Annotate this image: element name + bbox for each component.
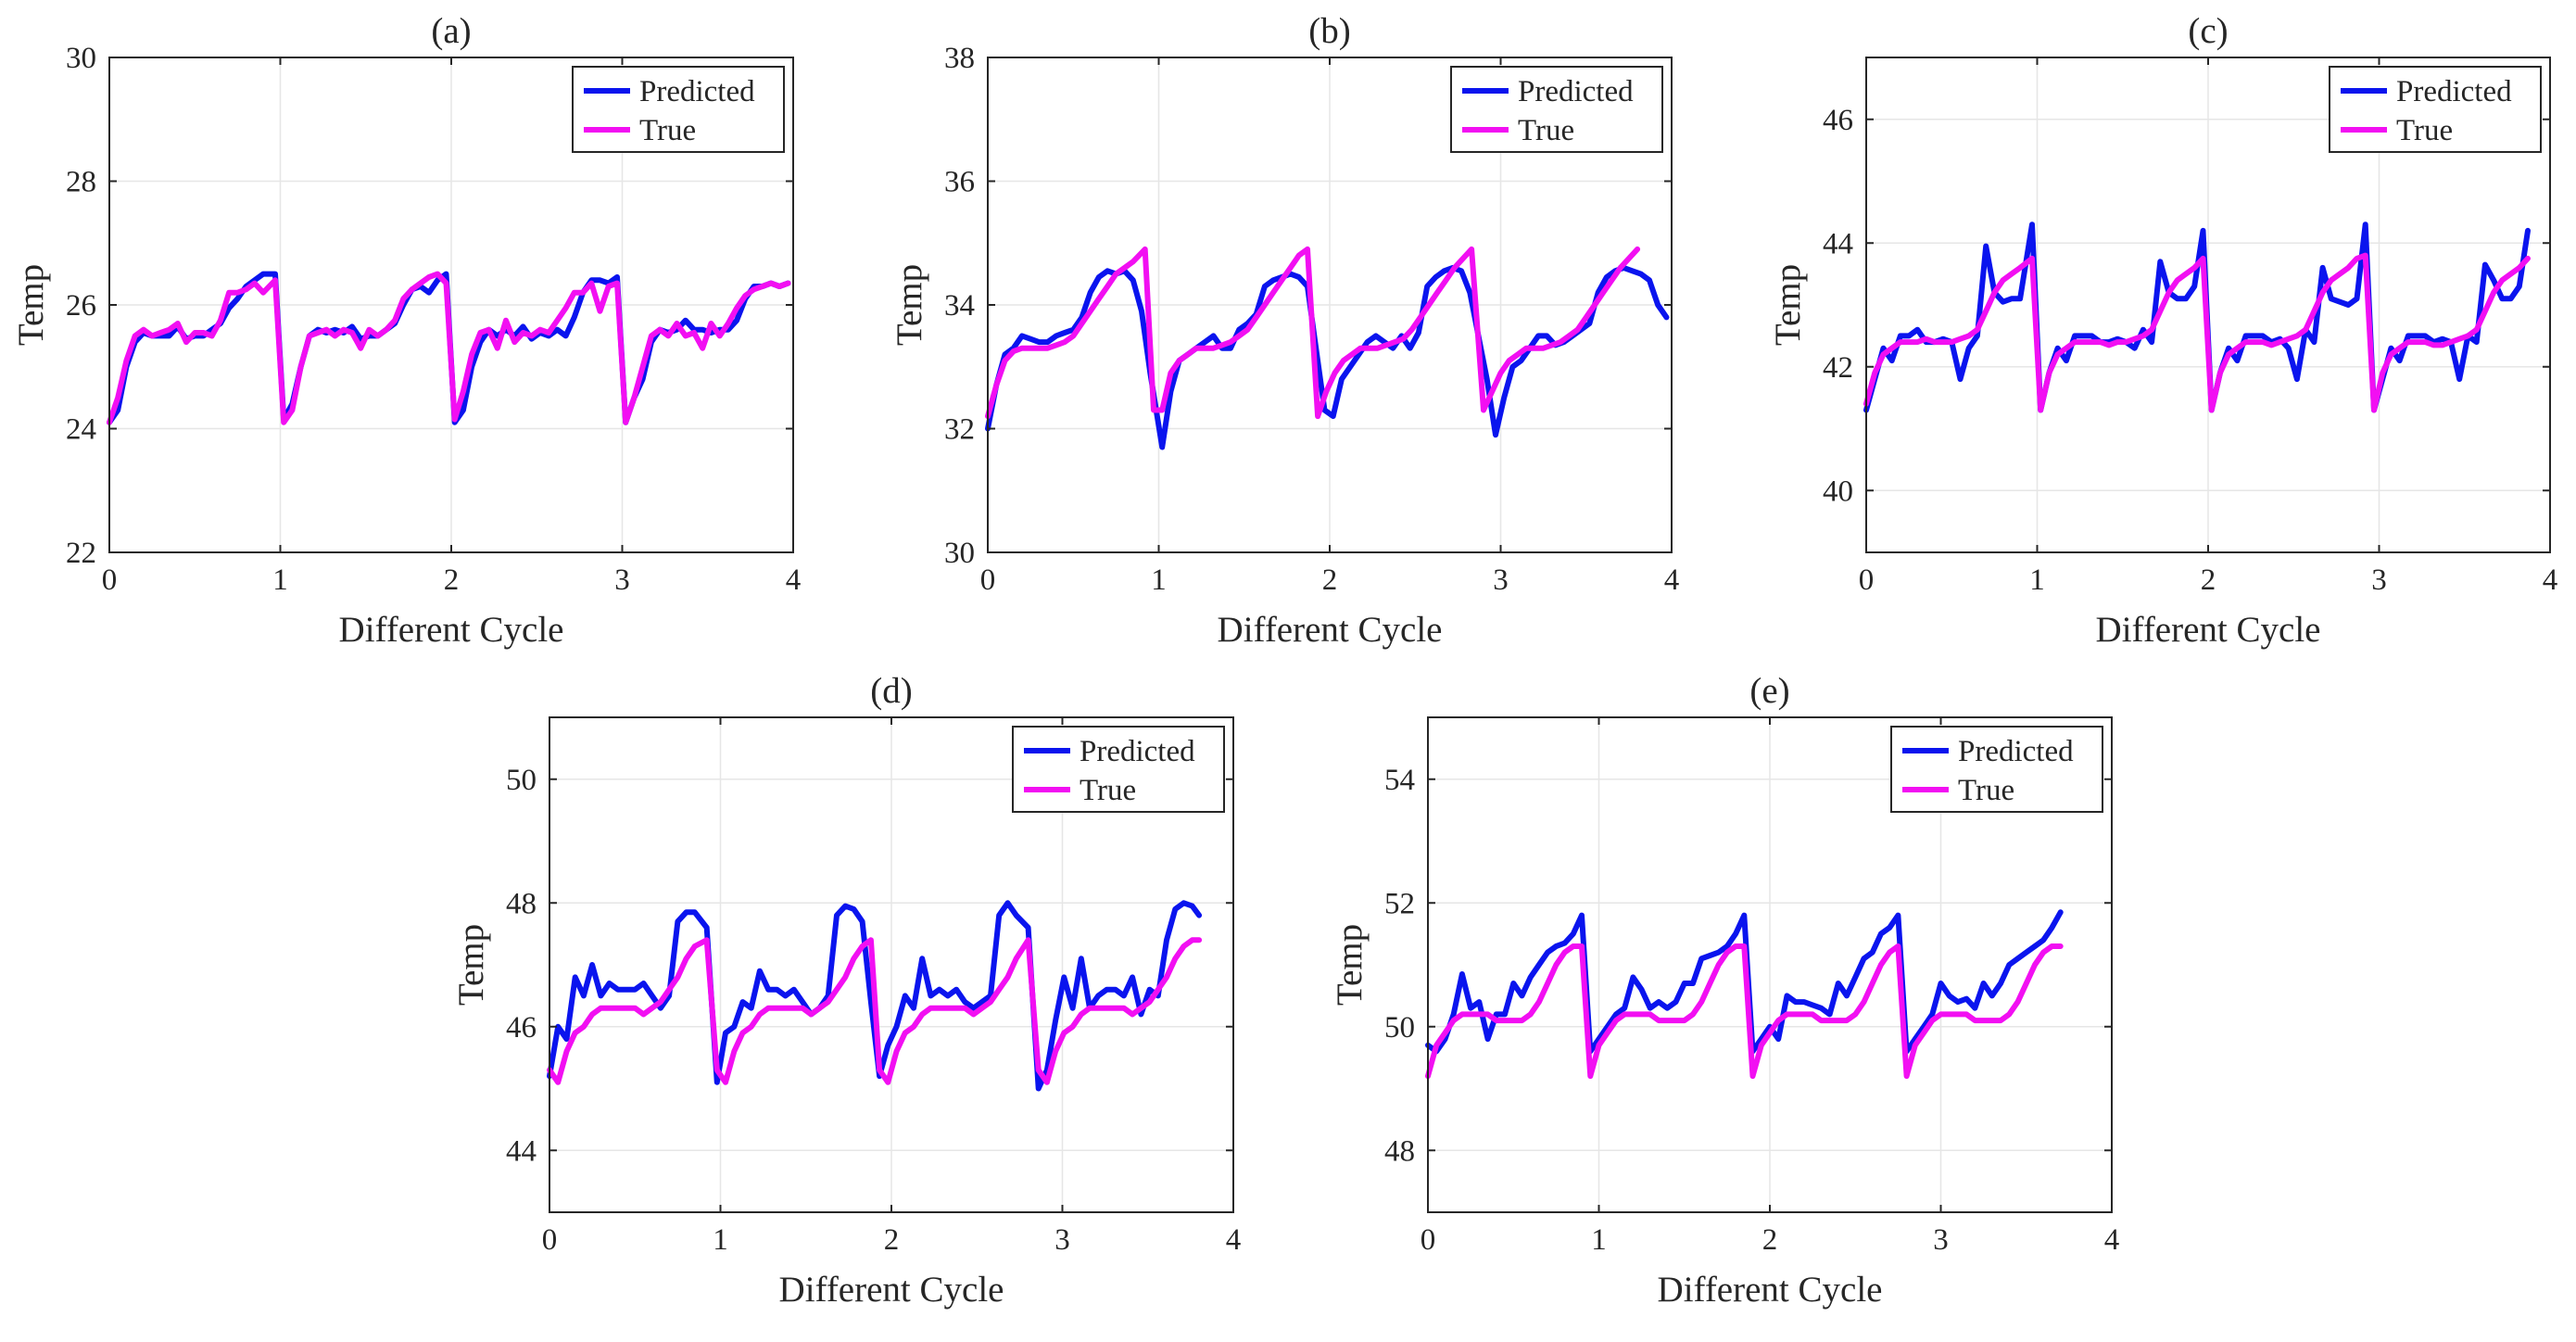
x-tick-label: 1	[272, 563, 288, 597]
y-tick-label: 50	[1384, 1011, 1415, 1044]
y-tick-label: 24	[66, 413, 96, 447]
x-tick-label: 1	[1151, 563, 1167, 597]
x-tick-label: 4	[1664, 563, 1680, 597]
y-tick-label: 48	[1384, 1134, 1415, 1168]
y-axis-label: Temp	[890, 264, 929, 346]
y-tick-label: 28	[66, 166, 96, 199]
true-series-line	[1863, 252, 2531, 413]
y-tick-label: 22	[66, 537, 96, 570]
y-tick-label: 40	[1823, 475, 1853, 508]
y-axis-label: Temp	[11, 264, 51, 346]
panel-title: (c)	[2188, 11, 2228, 51]
legend-box	[1890, 726, 2103, 813]
x-tick-label: 4	[2543, 563, 2558, 597]
y-tick-label: 30	[944, 537, 975, 570]
panel-title: (d)	[870, 671, 912, 711]
legend: Predicted True	[1012, 726, 1225, 813]
y-tick-label: 52	[1384, 887, 1415, 920]
true-legend-label: True	[639, 114, 696, 147]
true-legend-label: True	[1518, 114, 1574, 147]
true-series-line	[107, 271, 791, 425]
x-axis-label: Different Cycle	[339, 610, 564, 650]
true-legend-label: True	[2396, 114, 2453, 147]
legend-box	[2329, 66, 2542, 153]
true-series-line	[985, 246, 1641, 420]
x-tick-label: 3	[1493, 563, 1509, 597]
y-tick-label: 54	[1384, 764, 1415, 797]
predicted-legend-label: Predicted	[2396, 75, 2512, 108]
panel-title: (b)	[1308, 11, 1350, 51]
x-axis-label: Different Cycle	[1218, 610, 1443, 650]
chart-panel-c: 0 1 2 3 4 40 42 44 46 (c) Different Cycle Temp Predi…	[1768, 11, 2557, 650]
x-tick-label: 3	[2371, 563, 2387, 597]
true-legend-label: True	[1080, 774, 1136, 807]
y-tick-label: 38	[944, 42, 975, 75]
x-tick-label: 2	[884, 1223, 900, 1257]
y-tick-label: 30	[66, 42, 96, 75]
x-tick-label: 3	[1054, 1223, 1070, 1257]
y-axis-label: Temp	[451, 924, 491, 1006]
true-series-line	[1425, 943, 2064, 1080]
y-tick-label: 44	[506, 1134, 537, 1168]
x-tick-label: 1	[2029, 563, 2045, 597]
x-tick-label: 2	[444, 563, 460, 597]
legend: Predicted True	[2329, 66, 2542, 153]
predicted-legend-label: Predicted	[1958, 735, 2074, 768]
panel-title: (a)	[431, 11, 471, 51]
x-tick-label: 2	[2201, 563, 2216, 597]
predicted-legend-label: Predicted	[1518, 75, 1634, 108]
x-tick-label: 0	[102, 563, 118, 597]
predicted-series-line	[1425, 909, 2064, 1055]
x-tick-label: 4	[786, 563, 802, 597]
x-tick-label: 3	[1933, 1223, 1949, 1257]
y-axis-label: Temp	[1768, 264, 1808, 346]
x-tick-label: 4	[1226, 1223, 1242, 1257]
x-axis-label: Different Cycle	[779, 1270, 1004, 1310]
legend: Predicted True	[1890, 726, 2103, 813]
y-tick-label: 34	[944, 289, 975, 323]
y-tick-label: 42	[1823, 351, 1853, 385]
legend-box	[572, 66, 785, 153]
panel-title: (e)	[1749, 671, 1789, 711]
x-tick-label: 0	[1859, 563, 1875, 597]
x-tick-label: 2	[1322, 563, 1338, 597]
predicted-series-line	[1863, 222, 2531, 413]
x-tick-label: 0	[542, 1223, 558, 1257]
y-tick-label: 44	[1823, 227, 1853, 260]
y-tick-label: 46	[1823, 104, 1853, 137]
x-tick-label: 3	[614, 563, 630, 597]
x-axis-label: Different Cycle	[2096, 610, 2321, 650]
y-tick-label: 48	[506, 887, 537, 920]
y-axis-label: Temp	[1330, 924, 1370, 1006]
x-tick-label: 4	[2104, 1223, 2120, 1257]
x-tick-label: 0	[1421, 1223, 1436, 1257]
true-legend-label: True	[1958, 774, 2014, 807]
x-tick-label: 1	[1591, 1223, 1607, 1257]
chart-panel-e: 0 1 2 3 4 48 50 52 54 (e) Different Cycle Temp Predi…	[1330, 671, 2119, 1310]
x-tick-label: 2	[1762, 1223, 1778, 1257]
x-tick-label: 0	[980, 563, 996, 597]
y-tick-label: 36	[944, 166, 975, 199]
legend-box	[1012, 726, 1225, 813]
x-axis-label: Different Cycle	[1658, 1270, 1883, 1310]
x-tick-label: 1	[713, 1223, 728, 1257]
predicted-legend-label: Predicted	[639, 75, 755, 108]
chart-panel-a: 0 1 2 3 4 22 24 26 28 30 (a) Different Cycle Temp Pre…	[11, 11, 801, 650]
legend: Predicted True	[1450, 66, 1663, 153]
y-tick-label: 50	[506, 764, 537, 797]
y-tick-label: 32	[944, 413, 975, 447]
y-tick-label: 46	[506, 1011, 537, 1044]
legend-box	[1450, 66, 1663, 153]
predicted-legend-label: Predicted	[1080, 735, 1195, 768]
y-tick-label: 26	[66, 289, 96, 323]
true-series-line	[547, 937, 1203, 1085]
legend: Predicted True	[572, 66, 785, 153]
